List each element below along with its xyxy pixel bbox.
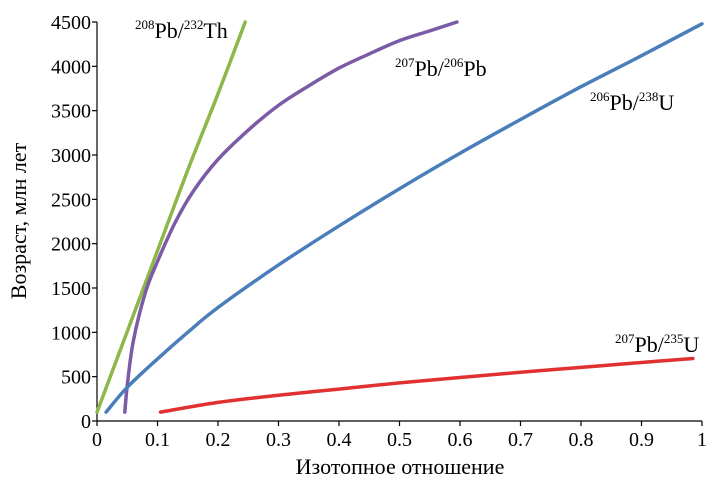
y-tick-label: 1500 (51, 278, 91, 300)
x-tick-label: 0.5 (387, 429, 412, 451)
y-tick-label: 2000 (51, 234, 91, 256)
axes: 0 0.1 0.2 0.3 0.4 0.5 0.6 0.7 0.8 0.9 1 0 500 1000 150… (51, 12, 707, 451)
series-u238-label: 206Pb/238U (590, 89, 674, 115)
x-tick-label: 0.4 (327, 429, 352, 451)
y-tick-label: 3500 (51, 101, 91, 123)
x-tick-label: 0.2 (206, 429, 231, 451)
y-tick-label: 500 (61, 367, 91, 389)
y-tick-label: 0 (81, 411, 91, 433)
x-tick-label: 0.9 (629, 429, 654, 451)
series-th232-line (95, 20, 247, 414)
series-labels: 208Pb/232Th 207Pb/206Pb 206Pb/238U 207Pb/23… (135, 17, 699, 357)
series-group (95, 20, 704, 414)
y-tick-label: 4000 (51, 56, 91, 78)
x-axis-label: Изотопное отношение (296, 454, 505, 479)
series-pb207-pb206-label: 207Pb/206Pb (395, 55, 487, 81)
y-tick-label: 4500 (51, 12, 91, 34)
series-u235-label: 207Pb/235U (615, 331, 699, 357)
x-tick-label: 0.1 (145, 429, 170, 451)
series-pb207-pb206-line (123, 20, 459, 414)
y-tick-label: 3000 (51, 145, 91, 167)
x-tick-label: 0.7 (508, 429, 533, 451)
y-axis-label: Возраст, млн лет (6, 142, 31, 299)
series-th232-label: 208Pb/232Th (135, 17, 228, 43)
series-u238-line (104, 22, 704, 414)
x-tick-label: 1 (697, 429, 707, 451)
x-tick-label: 0 (92, 429, 102, 451)
x-tick-label: 0.3 (266, 429, 291, 451)
y-tick-label: 2500 (51, 189, 91, 211)
series-u235-line (158, 356, 695, 414)
y-tick-label: 1000 (51, 322, 91, 344)
x-tick-label: 0.6 (448, 429, 473, 451)
x-tick-label: 0.8 (569, 429, 594, 451)
